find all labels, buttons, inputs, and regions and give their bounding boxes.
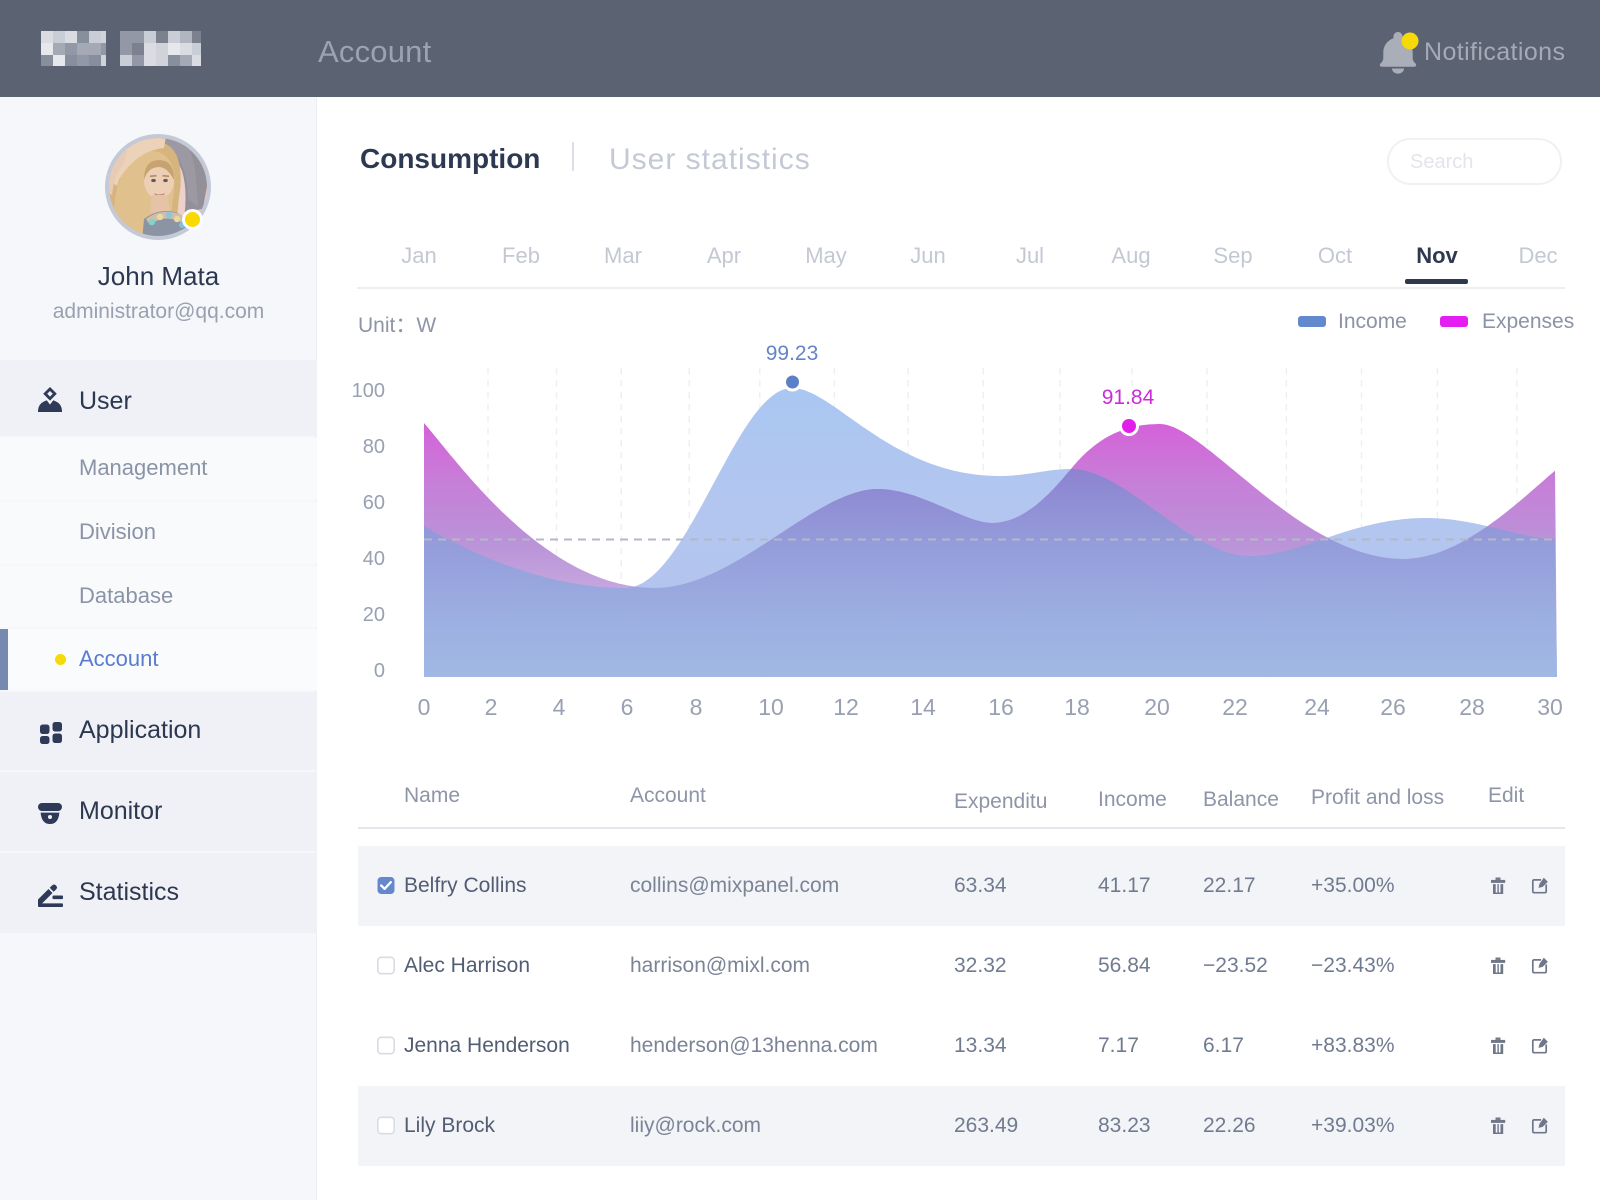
svg-text:20: 20 [363,604,385,626]
svg-text:0: 0 [374,660,385,682]
svg-text:0: 0 [418,694,431,720]
svg-text:16: 16 [988,694,1014,720]
svg-text:100: 100 [352,380,385,402]
svg-text:18: 18 [1064,694,1090,720]
svg-text:8: 8 [690,694,703,720]
svg-text:60: 60 [363,492,385,514]
svg-text:20: 20 [1144,694,1170,720]
svg-text:40: 40 [363,548,385,570]
svg-text:30: 30 [1537,694,1563,720]
svg-text:14: 14 [910,694,936,720]
svg-text:10: 10 [758,694,784,720]
svg-text:28: 28 [1459,694,1485,720]
svg-text:80: 80 [363,436,385,458]
svg-text:22: 22 [1222,694,1248,720]
svg-text:12: 12 [833,694,859,720]
svg-text:24: 24 [1304,694,1330,720]
svg-text:2: 2 [485,694,498,720]
svg-text:99.23: 99.23 [766,342,819,365]
svg-text:26: 26 [1380,694,1406,720]
svg-text:6: 6 [621,694,634,720]
svg-text:91.84: 91.84 [1102,386,1155,409]
svg-text:4: 4 [553,694,566,720]
